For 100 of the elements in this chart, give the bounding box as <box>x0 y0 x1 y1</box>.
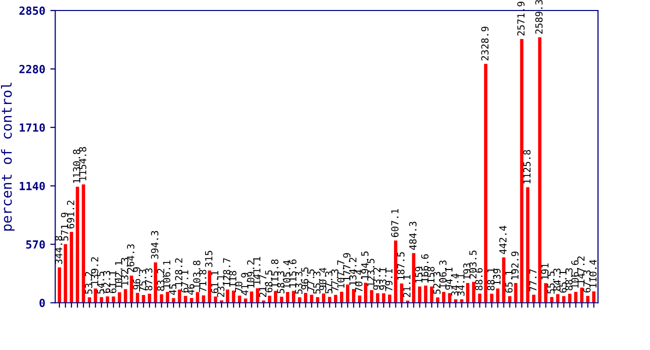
bar <box>430 286 434 303</box>
bar <box>304 292 308 303</box>
data-label: 83.2 <box>157 268 164 291</box>
bar <box>334 294 338 303</box>
data-label: 442.4 <box>499 226 506 254</box>
bar <box>418 286 422 303</box>
data-label: 21.1 <box>403 275 410 298</box>
bar <box>496 288 500 303</box>
bar <box>526 187 530 303</box>
data-label: 77.7 <box>529 269 536 292</box>
bar <box>592 291 596 303</box>
data-label: 55.3 <box>313 272 320 294</box>
bar <box>400 284 404 303</box>
bar <box>508 296 512 303</box>
bar <box>316 297 320 303</box>
data-label: 607.1 <box>391 209 399 238</box>
bar <box>562 296 566 303</box>
bar <box>82 184 86 303</box>
data-label: 1154.8 <box>78 147 86 180</box>
data-label: 88.6 <box>475 268 483 290</box>
bar <box>538 37 542 303</box>
data-label: 88.3 <box>565 268 573 290</box>
data-label: 134.2 <box>349 258 356 286</box>
data-label: 106.6 <box>571 260 579 288</box>
data-label: 2571.9 <box>517 2 525 36</box>
bar <box>490 294 494 303</box>
data-label: 484.3 <box>409 222 417 250</box>
data-label: 57.3 <box>325 271 332 294</box>
data-label: 53.2 <box>84 272 92 294</box>
data-label: 102.1 <box>114 260 122 288</box>
bar <box>574 292 578 303</box>
data-label: 109.2 <box>247 260 254 288</box>
data-label: 54.5 <box>97 272 104 294</box>
data-label: 264.3 <box>126 244 134 272</box>
y-axis-title: percent of control <box>1 82 15 231</box>
bar <box>286 292 290 303</box>
bar <box>448 293 452 303</box>
data-label: 194.5 <box>361 252 368 279</box>
bar <box>292 290 296 303</box>
bar <box>502 257 506 303</box>
data-label: 192.9 <box>511 252 519 280</box>
data-label: 79.1 <box>385 269 393 292</box>
data-label: 187.5 <box>397 252 405 280</box>
y-tick-label: 2850 <box>19 6 45 15</box>
data-label: 2589.3 <box>535 0 543 34</box>
bar <box>514 282 518 303</box>
data-label: 191 <box>541 263 549 280</box>
bar <box>532 294 536 303</box>
data-label: 87.3 <box>145 268 152 290</box>
data-label: 2328.9 <box>481 26 489 60</box>
bar <box>376 293 380 303</box>
bar <box>70 232 74 303</box>
data-label: 61.1 <box>211 270 218 294</box>
data-label: 1125.8 <box>523 150 531 184</box>
bar <box>580 288 584 303</box>
y-tick-label: 0 <box>40 298 45 308</box>
bar <box>556 294 560 303</box>
bar <box>544 283 548 303</box>
y-tick-label: 1140 <box>20 182 45 190</box>
data-label: 23.1 <box>217 274 224 297</box>
bar <box>310 294 314 303</box>
data-label: 34.1 <box>457 274 465 296</box>
data-label: 139 <box>493 268 501 285</box>
data-label: 21.7 <box>259 275 266 298</box>
bar <box>358 296 362 303</box>
y-tick-label: 2280 <box>19 64 45 74</box>
data-label: 103.8 <box>193 260 200 288</box>
data-label: 106.1 <box>163 260 170 288</box>
bar <box>382 293 386 303</box>
data-label: 128.2 <box>175 258 182 286</box>
bar <box>412 253 416 303</box>
data-label: 139.2 <box>90 257 98 285</box>
data-label: 90.4 <box>319 268 326 290</box>
data-label: 107.7 <box>337 260 344 288</box>
bar <box>370 290 374 303</box>
bar <box>364 282 368 303</box>
data-label: 315 <box>205 250 212 268</box>
data-label: 65.1 <box>559 270 567 293</box>
bar <box>568 294 572 303</box>
y-tick-label: 1710 <box>20 123 45 132</box>
data-label: 110.4 <box>589 260 597 288</box>
data-label: 94.1 <box>445 268 453 290</box>
data-label: 71.8 <box>199 270 206 292</box>
bar <box>64 244 68 303</box>
bar <box>484 64 488 303</box>
bar <box>340 292 344 303</box>
data-label: 158 <box>427 266 435 283</box>
bar <box>328 296 332 303</box>
bar <box>472 282 476 303</box>
bar <box>550 297 554 303</box>
data-label: 75.3 <box>139 270 146 292</box>
y-tick-label: 570 <box>26 240 45 249</box>
data-label: 70.4 <box>355 270 362 292</box>
bar <box>346 284 350 303</box>
bar <box>424 286 428 303</box>
data-label: 344.8 <box>54 236 62 264</box>
bar <box>76 186 80 303</box>
data-label: 1130.8 <box>72 150 80 183</box>
bar <box>520 39 524 303</box>
data-label: 65.1 <box>505 270 513 293</box>
